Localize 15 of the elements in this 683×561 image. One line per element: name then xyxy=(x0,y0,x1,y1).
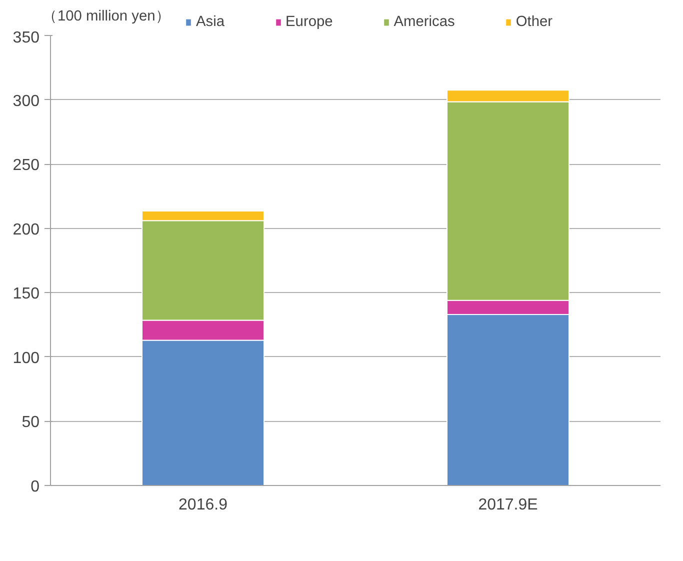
y-tick-label: 100 xyxy=(12,350,40,367)
y-tick-label: 350 xyxy=(12,30,40,46)
legend-label: Other xyxy=(516,14,553,30)
x-tick-label: 2017.9E xyxy=(478,496,538,514)
y-tick-label: 0 xyxy=(30,478,40,496)
y-tick-label: 200 xyxy=(12,221,40,238)
y-axis-title: （100 million yen） xyxy=(42,8,170,24)
y-tick-label: 150 xyxy=(12,286,40,303)
legend-label: Americas xyxy=(394,14,455,30)
x-tick-label: 2016.9 xyxy=(178,496,228,514)
legend-label: Europe xyxy=(286,14,333,30)
y-tick-label: 250 xyxy=(12,157,40,174)
y-tick-label: 50 xyxy=(22,414,40,432)
y-tick-label: 300 xyxy=(12,92,40,110)
legend-label: Asia xyxy=(196,14,225,30)
